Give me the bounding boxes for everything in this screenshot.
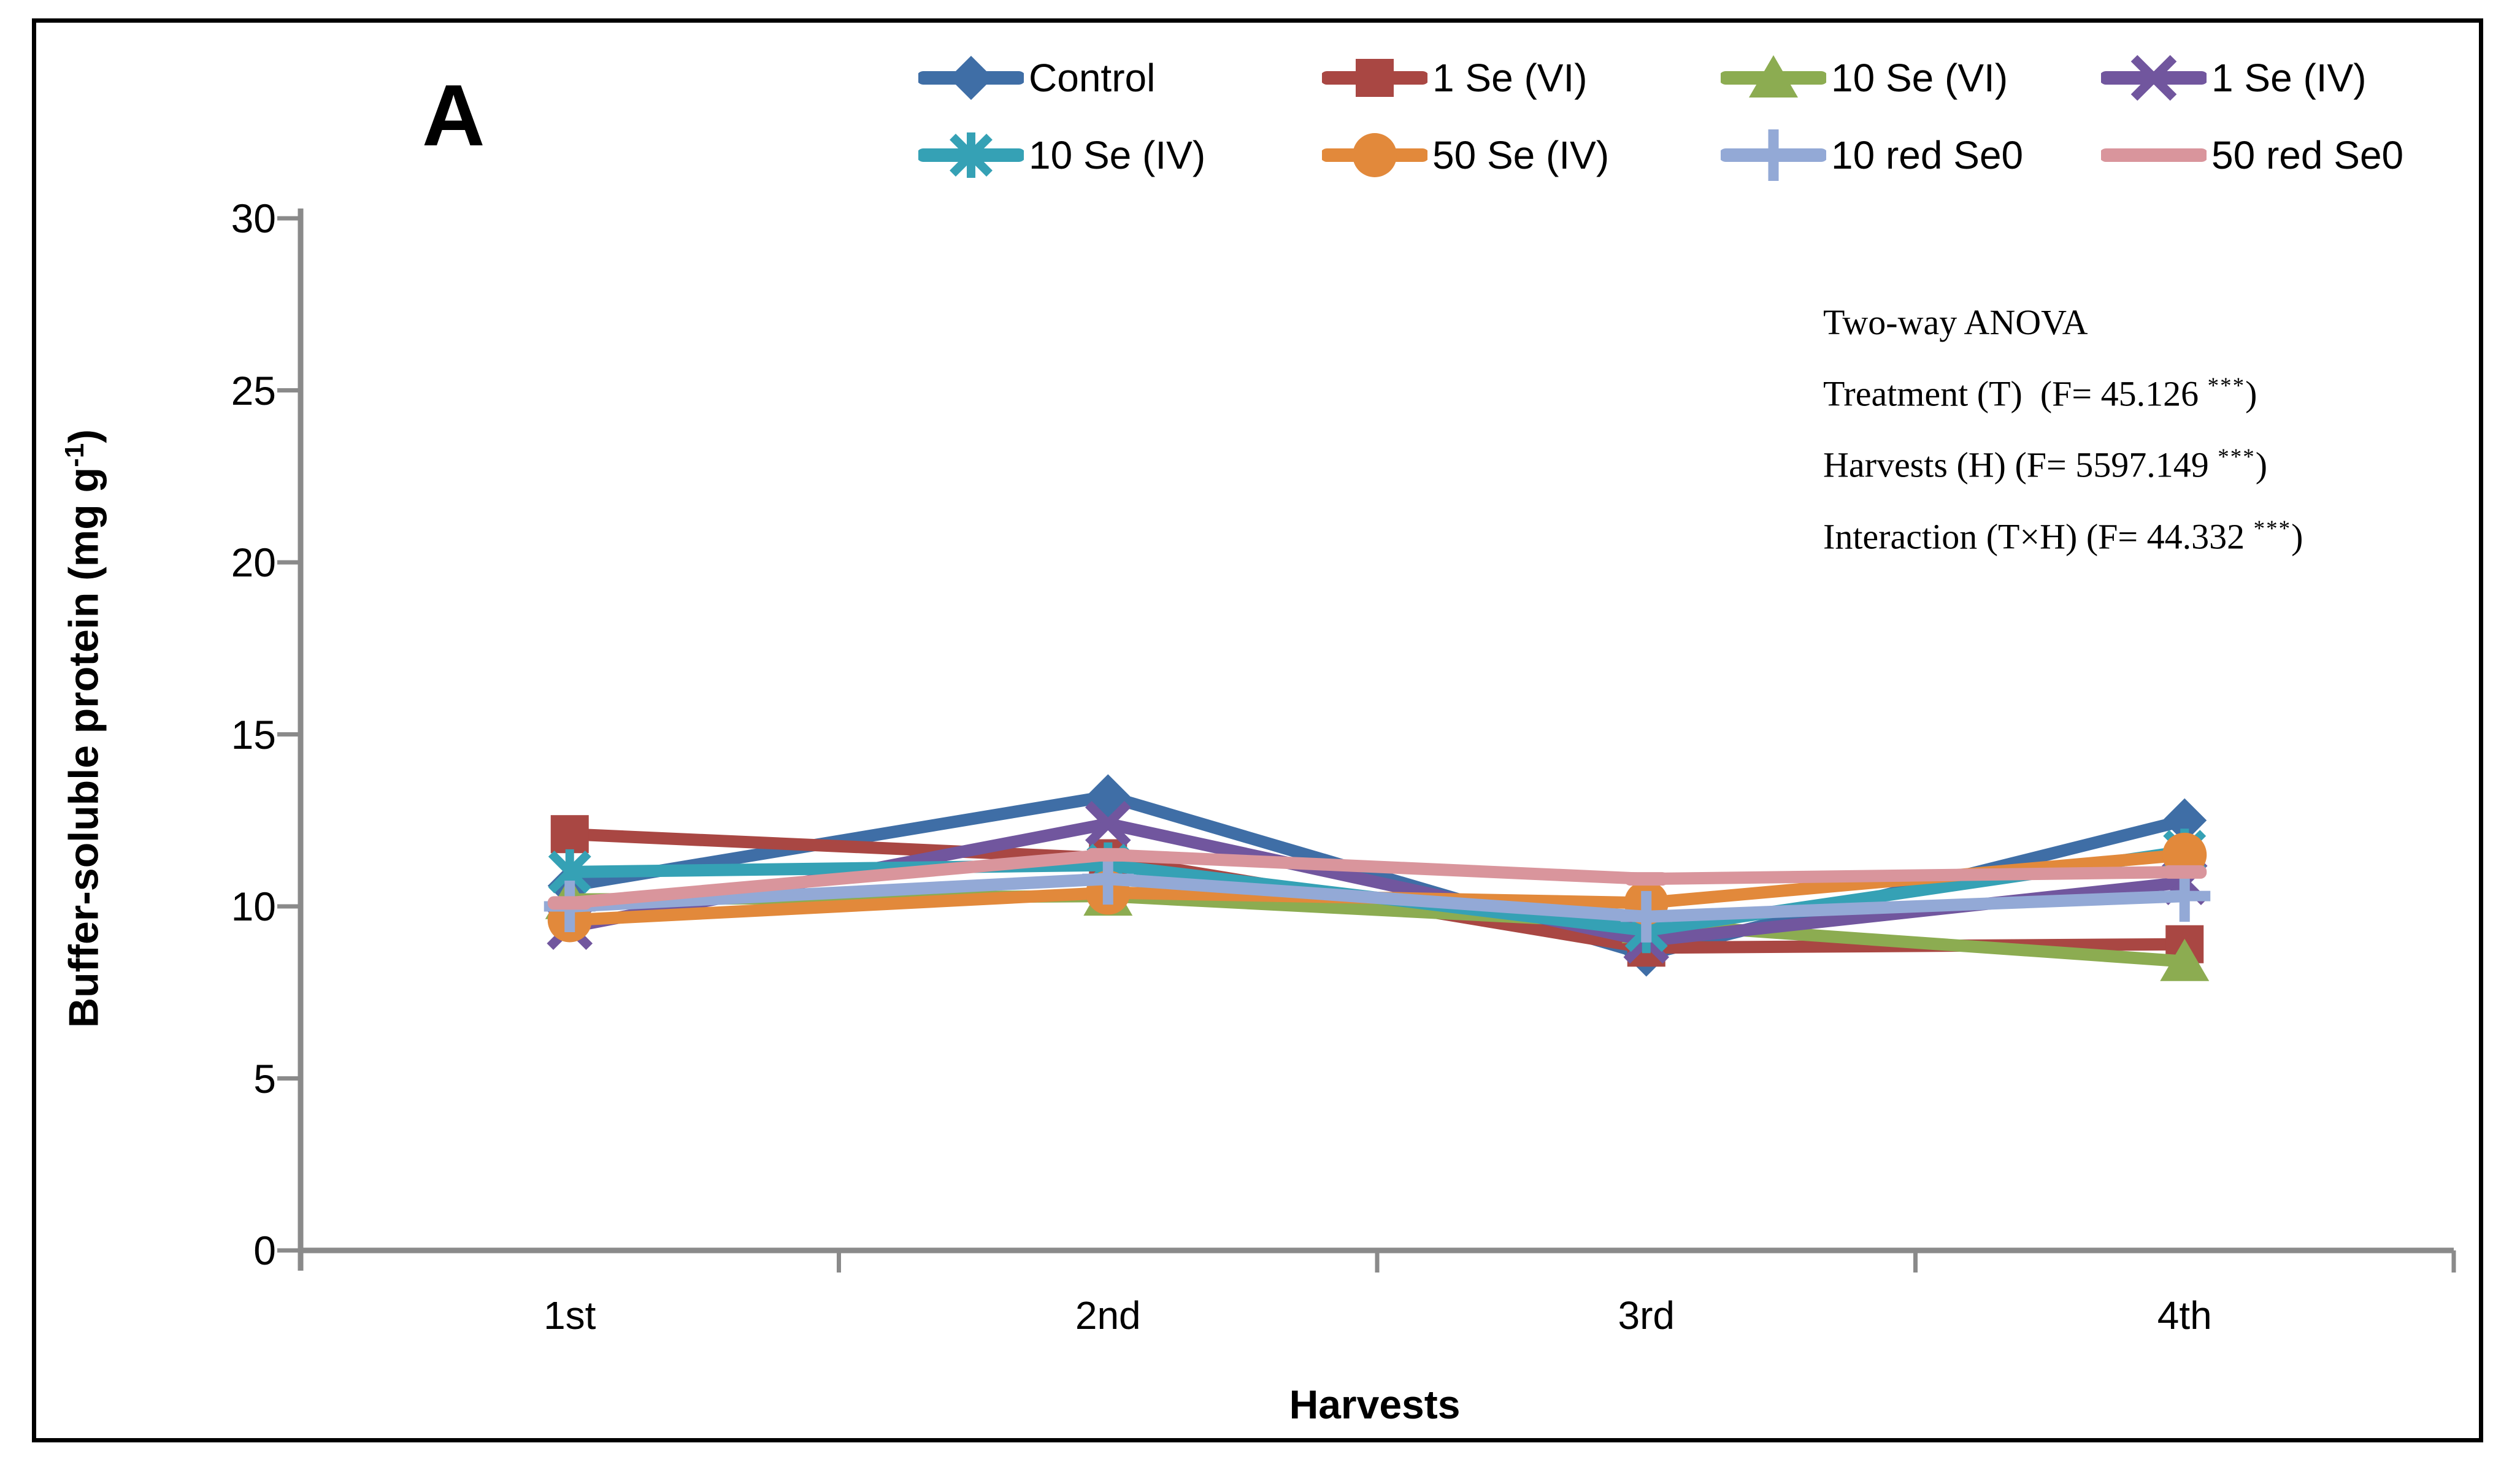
anova-close-paren: ) <box>2291 516 2303 556</box>
anova-close-paren: ) <box>2245 373 2257 414</box>
legend-marker-triangle-icon <box>1721 55 1826 98</box>
anova-annotation: Two-way ANOVA Treatment (T) (F= 45.126 **… <box>1823 291 2303 568</box>
legend-label: 10 Se (IV) <box>1029 133 1206 177</box>
anova-close-paren: ) <box>2255 445 2268 485</box>
anova-line-2: Treatment (T) (F= 45.126 ***) <box>1823 354 2303 426</box>
figure-border <box>32 18 2483 1442</box>
significance-asterisks: *** <box>2207 373 2246 399</box>
legend-label: 50 red Se0 <box>2211 133 2404 177</box>
anova-line-1: Two-way ANOVA <box>1823 291 2303 354</box>
legend-item-50-red-se0: 50 red Se0 <box>2101 121 2403 189</box>
marker-dash <box>2162 865 2207 879</box>
marker-triangle <box>1749 55 1798 98</box>
marker-triangle <box>2160 938 2210 981</box>
y-tick-label-0: 0 <box>253 1228 276 1273</box>
anova-text: Harvests (H) (F= 5597.149 <box>1823 445 2218 485</box>
x-tick-label-2nd: 2nd <box>1075 1293 1141 1338</box>
anova-line-3: Harvests (H) (F= 5597.149 ***) <box>1823 426 2303 497</box>
legend-marker-square-icon <box>1322 59 1427 97</box>
legend-label: 50 Se (IV) <box>1432 133 1610 177</box>
marker-dash <box>2132 148 2176 162</box>
x-tick-label-3rd: 3rd <box>1618 1293 1675 1338</box>
anova-line-4: Interaction (T×H) (F= 44.332 ***) <box>1823 497 2303 568</box>
series-line <box>569 873 2185 923</box>
y-tick-label-25: 25 <box>231 367 276 413</box>
legend-item-control: Control <box>918 44 1322 112</box>
legend-label: 10 red Se0 <box>1831 133 2024 177</box>
legend-item-50-se-iv-: 50 Se (IV) <box>1322 121 1721 189</box>
marker-asterisk <box>950 134 993 177</box>
legend-label: 10 Se (VI) <box>1831 56 2008 100</box>
legend-marker-dash-icon <box>2101 148 2207 162</box>
y-tick-label-5: 5 <box>253 1055 276 1101</box>
legend-item-1-se-vi-: 1 Se (VI) <box>1322 44 1721 112</box>
marker-x <box>2130 55 2177 101</box>
anova-text: Two-way ANOVA <box>1823 302 2088 342</box>
anova-text: Interaction (T×H) (F= 44.332 <box>1823 516 2254 556</box>
marker-diamond <box>949 56 993 100</box>
legend-item-10-red-se0: 10 red Se0 <box>1721 121 2101 189</box>
y-tick-label-10: 10 <box>231 884 276 929</box>
marker-circle <box>1353 133 1397 177</box>
series-50-red-se0 <box>547 848 2207 910</box>
legend-marker-plus-icon <box>1721 129 1826 181</box>
marker-x <box>1085 801 1131 847</box>
legend-item-10-se-iv-: 10 Se (IV) <box>918 121 1322 189</box>
chart-legend: Control 1 Se (VI) 10 Se (VI) 1 Se (IV) 10 Se… <box>918 39 2403 194</box>
panel-label: A <box>422 67 485 164</box>
legend-label: 1 Se (VI) <box>1432 56 1588 100</box>
legend-label: 1 Se (IV) <box>2211 56 2367 100</box>
legend-item-10-se-vi-: 10 Se (VI) <box>1721 44 2101 112</box>
series-line <box>569 848 2185 909</box>
y-axis-title-superscript: -1 <box>60 443 90 467</box>
legend-item-1-se-iv-: 1 Se (IV) <box>2101 44 2403 112</box>
y-tick-label-15: 15 <box>231 711 276 757</box>
x-tick-label-4th: 4th <box>2157 1293 2212 1338</box>
y-axis-title-close: ) <box>60 429 107 443</box>
marker-dash <box>1624 872 1669 886</box>
x-axis-title: Harvests <box>1289 1382 1461 1427</box>
legend-marker-circle-icon <box>1322 133 1427 177</box>
x-tick-label-1st: 1st <box>544 1293 596 1338</box>
marker-diamond <box>2162 798 2207 843</box>
marker-square <box>1356 59 1394 97</box>
legend-marker-asterisk-icon <box>918 132 1024 178</box>
legend-marker-diamond-icon <box>918 56 1024 100</box>
marker-dash <box>547 896 592 910</box>
anova-text: Treatment (T) (F= 45.126 <box>1823 373 2208 414</box>
legend-marker-x-icon <box>2101 55 2207 101</box>
y-tick-label-30: 30 <box>231 196 276 241</box>
marker-dash <box>1086 848 1131 862</box>
marker-square <box>550 815 589 854</box>
significance-asterisks: *** <box>2253 516 2292 542</box>
significance-asterisks: *** <box>2218 445 2256 470</box>
y-tick-label-20: 20 <box>231 540 276 585</box>
marker-asterisk <box>548 850 591 894</box>
legend-label: Control <box>1029 56 1156 100</box>
